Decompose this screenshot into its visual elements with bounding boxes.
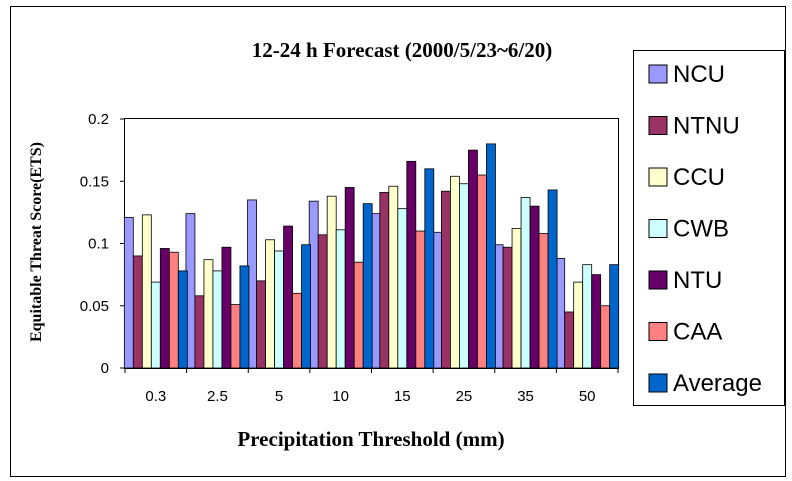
bar-caa-5 <box>292 292 302 369</box>
y-tick-label: 0.05 <box>80 298 109 315</box>
bar-ccu-25 <box>450 175 460 369</box>
x-tick-label: 5 <box>275 388 283 405</box>
bar-ntu-2.5 <box>221 246 232 369</box>
bar-ncu-0.3 <box>123 216 134 369</box>
bar-average-35 <box>547 189 558 369</box>
bar-caa-0.3 <box>168 251 179 369</box>
legend-label-cwb: CWB <box>673 216 729 243</box>
bar-average-10 <box>362 203 373 369</box>
legend-label-caa: CAA <box>673 319 722 346</box>
bar-ntnu-0.3 <box>132 255 143 369</box>
bar-caa-15 <box>415 230 426 369</box>
bar-average-0.3 <box>177 270 188 369</box>
legend-swatch-caa <box>648 322 668 341</box>
y-tick-label: 0.15 <box>80 173 109 190</box>
bar-ccu-2.5 <box>203 259 214 369</box>
legend-label-ntnu: NTNU <box>673 113 740 140</box>
bar-cwb-2.5 <box>212 270 223 369</box>
x-tick-label: 15 <box>394 388 411 405</box>
y-axis-title: Equitable Threat Score(ETS) <box>28 142 45 342</box>
legend-swatch-ntu <box>648 270 668 290</box>
legend-swatch-cwb <box>648 219 668 238</box>
bar-ntu-5 <box>283 225 293 369</box>
bar-ccu-10 <box>326 195 337 369</box>
bar-ntnu-25 <box>441 190 451 369</box>
bar-ntnu-35 <box>502 246 513 369</box>
bar-ntnu-50 <box>564 311 575 369</box>
x-tick-label: 2.5 <box>207 388 228 405</box>
bar-caa-50 <box>600 305 611 369</box>
bar-series <box>123 143 620 369</box>
bar-ccu-15 <box>388 185 399 369</box>
legend-label-ccu: CCU <box>673 164 725 191</box>
legend-swatch-ntnu <box>648 116 668 135</box>
legend-label-ncu: NCU <box>673 61 725 88</box>
bar-average-2.5 <box>239 265 250 369</box>
bar-ccu-0.3 <box>141 214 152 369</box>
y-axis: 0 0.05 0.1 0.15 0.2 <box>80 111 125 377</box>
bar-cwb-10 <box>335 229 346 369</box>
y-tick-label: 0.2 <box>88 111 109 128</box>
x-tick-label: 0.3 <box>145 388 166 405</box>
legend-swatch-average <box>648 373 668 393</box>
bar-caa-2.5 <box>230 304 241 369</box>
legend-label-average: Average <box>673 370 762 397</box>
bar-caa-25 <box>477 174 487 369</box>
x-tick-label: 50 <box>579 388 596 405</box>
chart-title: 12-24 h Forecast (2000/5/23~6/20) <box>252 38 552 62</box>
legend-swatch-ncu <box>648 64 668 84</box>
legend: NCU NTNU CCU CWB NTU CAA Average <box>648 61 762 397</box>
bar-cwb-25 <box>459 183 469 369</box>
x-tick-label: 25 <box>456 388 473 405</box>
bar-ntnu-5 <box>256 280 266 369</box>
bar-ntu-15 <box>406 160 417 369</box>
bar-average-50 <box>609 264 620 369</box>
bar-ccu-50 <box>573 281 584 369</box>
bar-cwb-5 <box>274 250 284 369</box>
legend-swatch-ccu <box>648 167 668 187</box>
bar-cwb-15 <box>397 208 408 369</box>
bar-ntu-50 <box>591 274 602 369</box>
bar-ntu-0.3 <box>159 248 170 369</box>
bar-caa-10 <box>353 261 364 369</box>
bar-cwb-35 <box>520 197 531 369</box>
bar-caa-35 <box>538 233 549 369</box>
x-tick-label: 10 <box>332 388 349 405</box>
bar-average-25 <box>486 143 496 369</box>
y-tick-label: 0.1 <box>88 236 109 253</box>
bar-ntnu-15 <box>379 192 390 369</box>
x-axis: 0.3 2.5 5 10 15 25 35 50 <box>124 368 619 405</box>
bar-ntu-10 <box>344 187 355 369</box>
bar-average-15 <box>424 168 435 369</box>
bar-ntnu-10 <box>317 234 328 369</box>
bar-ntnu-2.5 <box>194 295 205 369</box>
bar-ccu-35 <box>511 228 522 369</box>
bar-ntu-25 <box>468 149 478 369</box>
bar-ntu-35 <box>529 205 540 369</box>
x-tick-label: 35 <box>517 388 534 405</box>
legend-label-ntu: NTU <box>673 267 722 294</box>
bar-ccu-5 <box>265 239 275 369</box>
bar-average-5 <box>301 244 311 369</box>
x-axis-title: Precipitation Threshold (mm) <box>237 427 504 451</box>
bar-cwb-0.3 <box>150 281 161 369</box>
bar-cwb-50 <box>582 264 593 369</box>
y-tick-label: 0 <box>101 360 109 377</box>
